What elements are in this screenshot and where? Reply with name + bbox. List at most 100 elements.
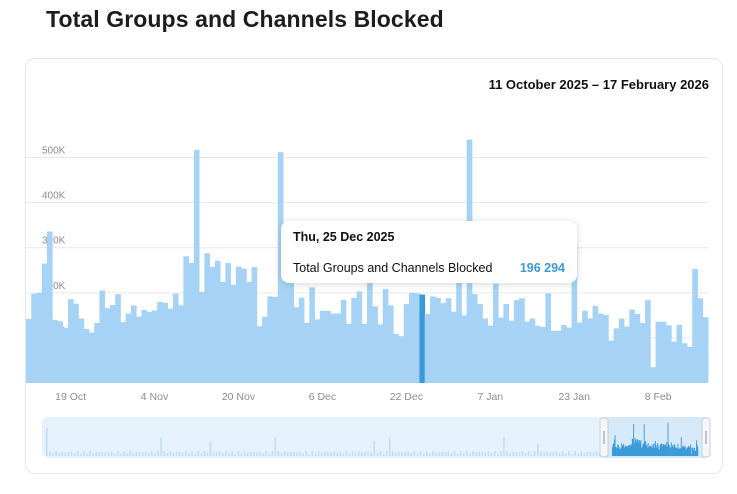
bar[interactable]: [41, 263, 48, 383]
bar[interactable]: [681, 343, 688, 383]
bar[interactable]: [46, 231, 53, 383]
bar[interactable]: [692, 268, 698, 383]
bar[interactable]: [262, 316, 268, 383]
bar[interactable]: [540, 327, 546, 383]
bar[interactable]: [492, 283, 499, 383]
bar[interactable]: [172, 293, 179, 383]
bar[interactable]: [314, 319, 321, 383]
bar[interactable]: [319, 310, 326, 383]
bar[interactable]: [251, 267, 258, 383]
bar[interactable]: [94, 323, 100, 383]
bar[interactable]: [31, 293, 37, 383]
bar[interactable]: [529, 318, 536, 383]
bar[interactable]: [461, 315, 468, 383]
bar[interactable]: [277, 152, 284, 383]
bar[interactable]: [178, 305, 184, 383]
bar[interactable]: [109, 304, 116, 383]
bar[interactable]: [304, 323, 310, 383]
bar[interactable]: [230, 284, 237, 383]
bar[interactable]: [214, 260, 221, 383]
bar[interactable]: [209, 267, 216, 383]
bar[interactable]: [603, 314, 609, 383]
bar[interactable]: [325, 310, 331, 383]
bar[interactable]: [151, 310, 158, 383]
bar[interactable]: [571, 244, 578, 383]
bar[interactable]: [88, 332, 95, 383]
bar[interactable]: [618, 318, 625, 383]
bar[interactable]: [634, 314, 641, 383]
bar[interactable]: [545, 293, 552, 383]
bar[interactable]: [26, 318, 32, 383]
bar[interactable]: [592, 305, 599, 383]
bar[interactable]: [435, 297, 441, 383]
bar[interactable]: [241, 268, 247, 383]
bar[interactable]: [104, 308, 111, 383]
bar[interactable]: [120, 322, 127, 383]
bar[interactable]: [429, 296, 436, 383]
bar[interactable]: [57, 321, 64, 383]
bar[interactable]: [162, 302, 169, 383]
navigator-track[interactable]: [42, 417, 708, 458]
bar[interactable]: [130, 305, 137, 383]
bar[interactable]: [293, 307, 300, 383]
bar[interactable]: [555, 330, 562, 383]
bar[interactable]: [666, 325, 672, 383]
bar[interactable]: [613, 328, 620, 383]
bar[interactable]: [99, 290, 106, 383]
bar[interactable]: [398, 336, 405, 383]
bar[interactable]: [519, 298, 525, 383]
bar[interactable]: [608, 340, 614, 383]
bar[interactable]: [639, 323, 646, 383]
bar[interactable]: [340, 300, 347, 383]
bar[interactable]: [534, 325, 541, 383]
bar[interactable]: [246, 281, 252, 383]
bar[interactable]: [655, 321, 662, 383]
bar[interactable]: [456, 281, 462, 383]
bar[interactable]: [503, 304, 510, 383]
bar[interactable]: [597, 313, 604, 383]
bar[interactable]: [587, 318, 593, 383]
bar[interactable]: [288, 275, 294, 383]
bar[interactable]: [513, 300, 520, 383]
bar[interactable]: [73, 303, 79, 383]
bar[interactable]: [382, 289, 389, 383]
bar[interactable]: [702, 317, 709, 383]
bar[interactable]: [141, 309, 148, 383]
bar[interactable]: [576, 322, 583, 383]
bar[interactable]: [309, 287, 315, 383]
bar[interactable]: [83, 328, 90, 383]
bar[interactable]: [477, 304, 483, 383]
bar[interactable]: [346, 323, 352, 383]
bar[interactable]: [267, 296, 273, 383]
bar[interactable]: [650, 367, 656, 383]
bar[interactable]: [414, 293, 420, 383]
bar[interactable]: [52, 319, 58, 383]
bar[interactable]: [561, 324, 567, 383]
bar[interactable]: [367, 272, 373, 383]
bar[interactable]: [487, 325, 494, 383]
bar[interactable]: [582, 310, 588, 383]
bar[interactable]: [361, 323, 368, 383]
bar[interactable]: [283, 279, 289, 383]
bar[interactable]: [256, 326, 263, 383]
bar[interactable]: [660, 321, 667, 383]
bar[interactable]: [225, 263, 231, 383]
bar[interactable]: [67, 299, 74, 383]
bar[interactable]: [566, 327, 572, 383]
bar[interactable]: [188, 263, 195, 383]
bar[interactable]: [377, 324, 384, 383]
bar[interactable]: [403, 304, 410, 383]
bar[interactable]: [235, 266, 242, 383]
bar[interactable]: [125, 313, 132, 383]
bar[interactable]: [424, 314, 431, 383]
bar[interactable]: [183, 256, 190, 383]
bar[interactable]: [629, 309, 635, 383]
bar[interactable]: [408, 292, 415, 383]
bar[interactable]: [78, 318, 85, 383]
bar[interactable]: [36, 292, 43, 383]
bar[interactable]: [356, 291, 363, 383]
bar[interactable]: [676, 324, 683, 383]
bar[interactable]: [351, 297, 357, 383]
bar[interactable]: [136, 316, 142, 383]
